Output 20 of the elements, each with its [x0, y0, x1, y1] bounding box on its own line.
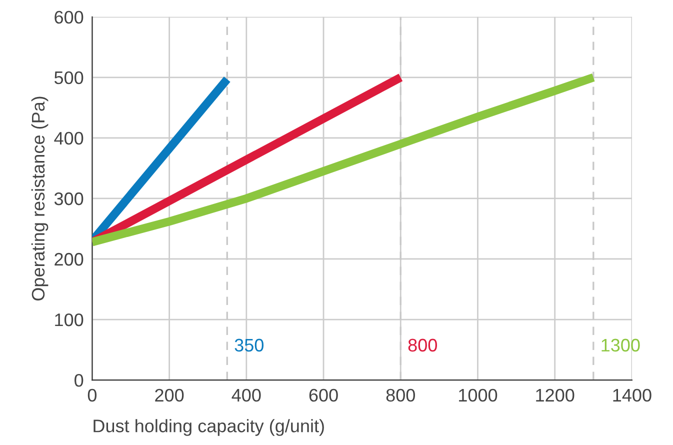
y-tick-label: 100 [55, 313, 84, 326]
y-tick-label: 400 [54, 132, 84, 145]
y-tick-label: 300 [54, 192, 84, 206]
ref-line-label: 350 [234, 338, 264, 352]
y-tick-label: 200 [54, 252, 84, 266]
x-tick-label: 400 [232, 388, 261, 402]
y-tick-label: 0 [74, 374, 84, 387]
x-tick-label: 600 [309, 388, 338, 402]
ref-line-label: 800 [408, 338, 437, 352]
x-tick-label: 1400 [613, 388, 652, 402]
ref-line-label: 1300 [602, 338, 640, 352]
x-tick-label: 0 [88, 388, 97, 402]
y-tick-label: 600 [54, 10, 84, 24]
y-axis-title: Operating resistance (Pa) [31, 96, 48, 300]
y-tick-label: 500 [54, 71, 84, 84]
x-tick-label: 200 [155, 388, 184, 402]
x-tick-label: 1000 [459, 388, 498, 402]
x-tick-label: 1200 [536, 388, 574, 402]
x-tick-label: 800 [386, 388, 415, 402]
x-axis-title: Dust holding capacity (g/unit) [94, 419, 324, 436]
